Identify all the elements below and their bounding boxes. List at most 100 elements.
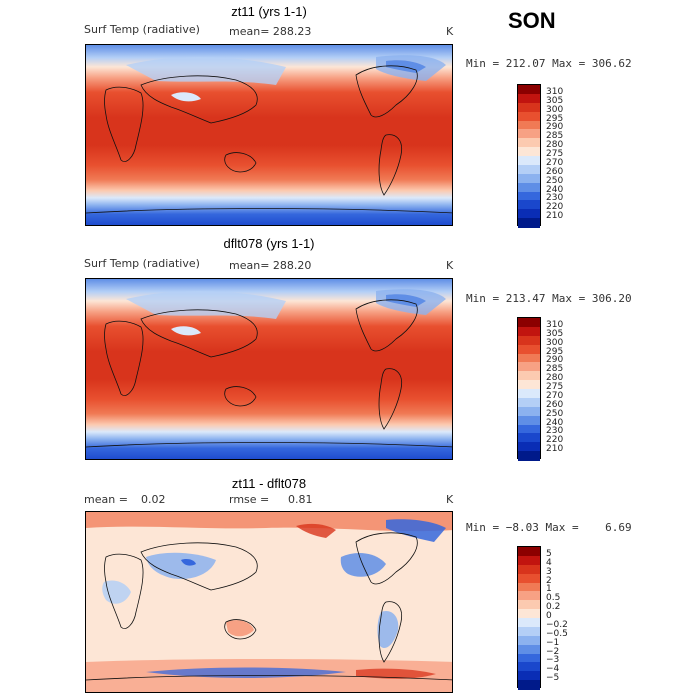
panel-1-units: K	[446, 25, 454, 38]
colorbar-swatch	[518, 662, 540, 672]
colorbar-tick-label: 0	[546, 611, 552, 621]
colorbar-swatch	[518, 626, 540, 637]
colorbar-swatch	[518, 406, 540, 417]
colorbar-swatch	[518, 102, 540, 113]
colorbar-swatch	[518, 424, 540, 434]
colorbar-swatch	[518, 635, 540, 646]
colorbar-swatch	[518, 555, 540, 566]
panel-1-title: zt11 (yrs 1-1)	[231, 4, 307, 19]
colorbar-swatch	[518, 671, 540, 681]
colorbar-tick-label: 285	[546, 131, 564, 142]
colorbar-tick-label: 305	[546, 328, 564, 339]
colorbar-tick-label: −0.5	[546, 628, 568, 639]
colorbar-tick-label: 295	[546, 346, 564, 357]
panel-1-variable-label: Surf Temp (radiative)	[84, 23, 200, 36]
colorbar-swatch	[518, 191, 540, 201]
panel-2-temperature-field	[86, 279, 452, 459]
panel-3-map	[85, 511, 453, 693]
colorbar-tick-label: 210	[546, 211, 564, 222]
colorbar-tick-label: 210	[546, 444, 564, 455]
colorbar-tick-label: 280	[546, 140, 564, 151]
panel-1-colorbar	[517, 84, 541, 228]
colorbar-tick-label: 300	[546, 104, 564, 115]
colorbar-tick-label: 230	[546, 426, 564, 437]
colorbar-swatch	[518, 138, 540, 148]
colorbar-swatch	[518, 147, 540, 157]
colorbar-tick-label: 260	[546, 166, 564, 177]
colorbar-swatch	[518, 653, 540, 663]
panel-1-temperature-field	[86, 45, 452, 225]
colorbar-tick-label: 230	[546, 193, 564, 204]
colorbar-tick-label: 290	[546, 122, 564, 133]
colorbar-tick-label: −2	[546, 646, 560, 657]
colorbar-swatch	[518, 644, 540, 654]
panel-2-map	[85, 278, 453, 460]
colorbar-tick-label: 280	[546, 373, 564, 384]
panel-3-title: zt11 - dflt078	[231, 476, 307, 491]
colorbar-swatch	[518, 573, 540, 583]
colorbar-tick-label: 310	[546, 319, 564, 330]
colorbar-swatch	[518, 129, 540, 139]
colorbar-swatch	[518, 442, 540, 452]
colorbar-tick-label: 270	[546, 390, 564, 401]
colorbar-tick-label: 275	[546, 382, 564, 392]
colorbar-tick-label: −4	[546, 664, 560, 675]
colorbar-tick-label: 4	[546, 557, 552, 568]
panel-3-mean-value: 0.02	[141, 493, 166, 506]
colorbar-swatch	[518, 111, 540, 121]
colorbar-swatch	[518, 362, 540, 372]
colorbar-tick-label: 1	[546, 584, 552, 595]
colorbar-tick-label: 0.5	[546, 593, 561, 604]
colorbar-tick-label: 260	[546, 399, 564, 410]
colorbar-swatch	[518, 415, 540, 425]
colorbar-swatch	[518, 335, 540, 346]
colorbar-swatch	[518, 451, 540, 461]
panel-3-rmse-label: rmse =	[229, 493, 270, 506]
colorbar-tick-label: 275	[546, 149, 564, 159]
panel-2-minmax: Min = 213.47 Max = 306.20	[466, 292, 632, 305]
colorbar-swatch	[518, 353, 540, 363]
colorbar-swatch	[518, 591, 540, 601]
colorbar-tick-label: 5	[546, 548, 552, 559]
panel-2-colorbar	[517, 317, 541, 461]
colorbar-swatch	[518, 164, 540, 175]
colorbar-tick-label: −1	[546, 637, 560, 648]
colorbar-swatch	[518, 120, 540, 130]
colorbar-tick-label: −5	[546, 673, 560, 684]
colorbar-tick-label: 220	[546, 435, 564, 446]
colorbar-tick-label: 3	[546, 566, 552, 577]
colorbar-swatch	[518, 389, 540, 399]
colorbar-swatch	[518, 433, 540, 443]
colorbar-swatch	[518, 218, 540, 228]
panel-1-mean: mean= 288.23	[229, 25, 312, 38]
panel-2-variable-label: Surf Temp (radiative)	[84, 257, 200, 270]
colorbar-swatch	[518, 173, 540, 184]
panel-3-mean-label: mean =	[84, 493, 128, 506]
panel-2-units: K	[446, 259, 454, 272]
panel-3-minmax: Min = −8.03 Max = 6.69	[466, 521, 632, 534]
panel-2-title: dflt078 (yrs 1-1)	[223, 236, 315, 251]
colorbar-swatch	[518, 582, 540, 592]
colorbar-tick-label: 0.2	[546, 602, 561, 613]
colorbar-tick-label: 305	[546, 95, 564, 106]
colorbar-tick-label: 2	[546, 575, 552, 586]
colorbar-swatch	[518, 680, 540, 690]
colorbar-swatch	[518, 547, 540, 557]
colorbar-tick-label: 250	[546, 408, 564, 419]
panel-3-rmse-value: 0.81	[288, 493, 313, 506]
colorbar-swatch	[518, 618, 540, 628]
colorbar-tick-label: −3	[546, 655, 560, 666]
colorbar-tick-label: 220	[546, 202, 564, 213]
colorbar-swatch	[518, 182, 540, 192]
colorbar-tick-label: 240	[546, 417, 564, 428]
colorbar-swatch	[518, 397, 540, 408]
colorbar-swatch	[518, 93, 540, 104]
colorbar-tick-label: −0.2	[546, 619, 568, 630]
panel-1-minmax: Min = 212.07 Max = 306.62	[466, 57, 632, 70]
colorbar-swatch	[518, 609, 540, 619]
colorbar-swatch	[518, 156, 540, 166]
colorbar-tick-label: 270	[546, 157, 564, 168]
colorbar-tick-label: 285	[546, 364, 564, 375]
season-label: SON	[508, 8, 556, 33]
colorbar-swatch	[518, 85, 540, 95]
